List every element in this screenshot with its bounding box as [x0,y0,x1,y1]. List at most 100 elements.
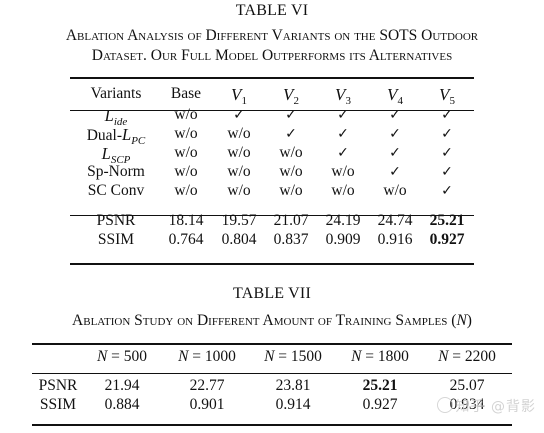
table-vii-header-count: N = 500 [77,348,167,366]
table-vi-mid-rule [70,215,474,216]
table-vi-metric-value: 0.837 [273,231,309,248]
table-vi-cell: w/o [174,144,198,161]
table-vii-row-label: SSIM [39,396,77,413]
table-vi-cell: w/o [174,106,198,123]
table-vii-row-label: PSNR [38,377,78,394]
table-vi-cell: w/o [227,163,251,180]
variant-index: 1 [241,95,247,107]
variant-index: 5 [449,95,455,107]
row-label-prefix: Dual- [86,127,123,144]
equals-sign: = [361,348,378,365]
table-vii-header-count: N = 1000 [162,348,252,366]
row-label-prefix: SC Conv [87,182,145,199]
table-vi-metric-value: 19.57 [221,212,257,229]
check-mark: ✓ [285,107,297,123]
equals-sign: = [188,348,205,365]
table-vi-header-variant: V4 [370,85,420,107]
check-mark: ✓ [337,107,349,123]
watermark-icon [436,397,453,413]
row-label-prefix: Sp-Norm [87,163,145,180]
check-mark: ✓ [389,107,401,123]
table-vii-value: 22.77 [189,377,225,394]
table-vi-bottom-rule [70,263,474,265]
table-vi-cell: w/o [227,182,251,199]
table-vi-header-variant: V3 [318,85,368,107]
table-vii-header-count: N = 1800 [335,348,425,366]
table-vi-row-label: LSCP [66,144,166,166]
table-vi-row-label: SC Conv [66,182,166,200]
table-vi-header-variant: V2 [266,85,316,107]
table-vi-metric-value: 0.909 [325,231,361,248]
table-vii-value: 0.884 [104,396,140,413]
table-vi-metric-value: 24.74 [377,212,413,229]
table-vi-header-variant: V1 [214,85,264,107]
check-mark: ✓ [441,107,453,123]
table-vi-metric-value: 25.21 [429,212,465,229]
table-vii-caption-var: N [456,312,467,329]
check-mark: ✓ [441,145,453,161]
table-vi-cell: w/o [174,163,198,180]
equals-sign: = [274,348,291,365]
table-vii-value: 23.81 [275,377,311,394]
check-mark: ✓ [441,164,453,180]
sample-symbol: N [96,348,108,365]
table-vii-caption: Ablation Study on Different Amount of Tr… [72,312,472,329]
table-vii-value: 0.927 [362,396,398,413]
table-vi-header-variant: V5 [422,85,472,107]
row-label-subscript: SCP [110,154,131,166]
watermark-text: 知乎 @背影 [455,399,536,415]
equals-sign: = [448,348,465,365]
check-mark: ✓ [337,145,349,161]
sample-count: 2200 [464,348,496,365]
table-vi-header-variants: Variants [90,85,142,102]
table-vi-header-base: Base [170,85,202,102]
row-label-subscript: ide [113,116,128,128]
sample-count: 1500 [290,348,322,365]
variant-symbol: V [387,85,398,104]
table-vii-value: 25.21 [362,377,398,394]
table-vii-label: TABLE VII [233,285,311,302]
variant-index: 4 [397,95,403,107]
check-mark: ✓ [233,107,245,123]
table-vi-cell: w/o [279,182,303,199]
variant-symbol: V [439,85,450,104]
check-mark: ✓ [285,126,297,142]
variant-index: 2 [293,95,299,107]
watermark: 知乎 @背影 [436,396,536,416]
table-vi-cell: w/o [279,163,303,180]
table-vi-cell: w/o [331,163,355,180]
table-vi-cell: w/o [383,182,407,199]
variant-symbol: V [283,85,294,104]
table-vi-caption-line1: Ablation Analysis of Different Variants … [65,27,479,44]
equals-sign: = [107,348,124,365]
variant-symbol: V [335,85,346,104]
variant-index: 3 [345,95,351,107]
check-mark: ✓ [441,126,453,142]
table-vi-cell: w/o [279,144,303,161]
table-vii-value: 0.934 [449,396,485,413]
table-vi-row-label: Dual-LPC [66,125,166,147]
check-mark: ✓ [441,183,453,199]
row-label-symbol: L [122,125,132,144]
table-vii-value: 21.94 [104,377,140,394]
table-vi-top-rule [70,77,474,79]
row-label-subscript: PC [131,135,146,147]
check-mark: ✓ [389,164,401,180]
table-vii-header-rule [32,373,512,374]
table-vi-metric-label: PSNR [96,212,136,229]
table-vi-metric-value: 21.07 [273,212,309,229]
table-vi-cell: w/o [331,182,355,199]
sample-symbol: N [351,348,362,365]
check-mark: ✓ [337,126,349,142]
check-mark: ✓ [389,145,401,161]
table-vi-metric-value: 0.927 [429,231,465,248]
table-vii-header-count: N = 2200 [422,348,512,366]
table-vi-cell: w/o [174,125,198,142]
check-mark: ✓ [389,126,401,142]
table-vi-metric-value: 0.916 [377,231,413,248]
table-vi-header-rule [70,110,474,111]
row-label-symbol: L [104,106,114,125]
table-vi-cell: w/o [227,144,251,161]
table-vi-metric-value: 18.14 [168,212,204,229]
table-vi-metric-value: 24.19 [325,212,361,229]
